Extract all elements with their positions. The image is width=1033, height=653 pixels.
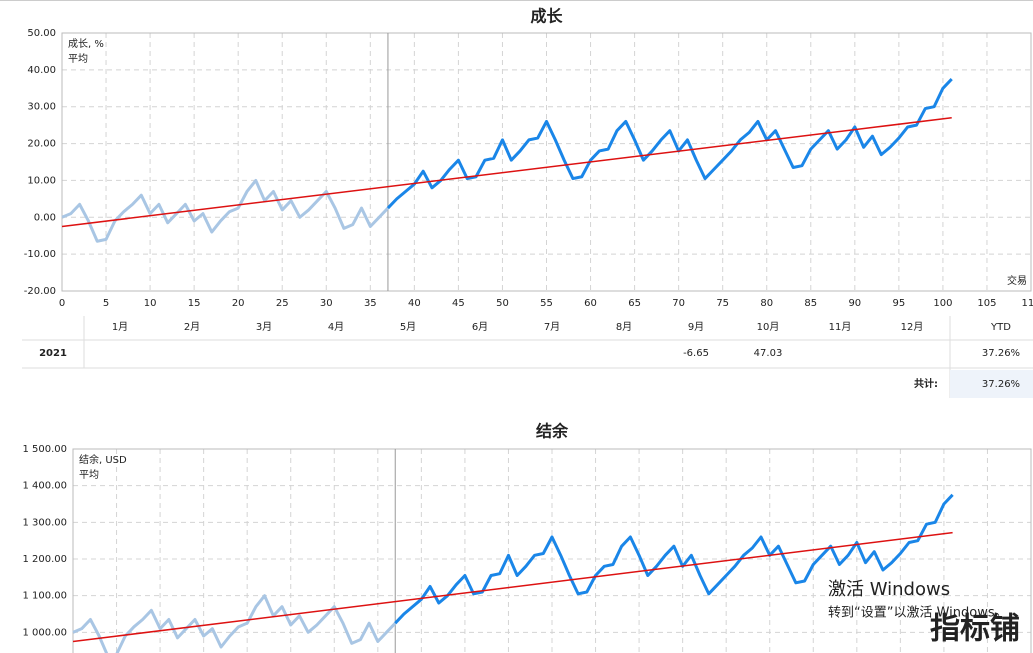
- x-tick-label: 15: [188, 298, 201, 309]
- y-tick-label: 1 500.00: [22, 444, 67, 455]
- x-tick-label: 40: [408, 298, 421, 309]
- y-tick-label: 10.00: [27, 175, 56, 186]
- x-tick-label: 10: [144, 298, 157, 309]
- table-value: 47.03: [754, 348, 783, 359]
- y-tick-label: 40.00: [27, 65, 56, 76]
- logo: 指标铺: [930, 612, 1020, 647]
- x-tick-label: 85: [804, 298, 817, 309]
- legend-entry: 平均: [68, 53, 88, 65]
- total-cell: [950, 370, 1033, 398]
- row-year: 2021: [39, 348, 67, 359]
- table-header: YTD: [990, 322, 1011, 333]
- x-tick-label: 100: [933, 298, 952, 309]
- x-tick-label: 90: [848, 298, 861, 309]
- x-tick-label: 70: [672, 298, 685, 309]
- series-line: [394, 493, 954, 625]
- x-tick-label: 30: [320, 298, 333, 309]
- y-tick-label: 1 000.00: [22, 627, 67, 638]
- table-header: 11月: [829, 321, 852, 333]
- x-tick-label: 25: [276, 298, 289, 309]
- x-tick-label: 50: [496, 298, 509, 309]
- table-value: -6.65: [683, 348, 709, 359]
- plot-frame: [61, 32, 1032, 292]
- series-line: [386, 78, 953, 210]
- watermark-hint: 转到“设置”以激活 Windows。: [828, 606, 1008, 621]
- table-header: 12月: [901, 321, 924, 333]
- y-tick-label: -10.00: [24, 249, 56, 260]
- x-tick-label: 95: [892, 298, 905, 309]
- x-tick-label: 65: [628, 298, 641, 309]
- series-line: [61, 178, 390, 243]
- legend-entry: 平均: [79, 469, 99, 481]
- x-tick-label: 45: [452, 298, 465, 309]
- x-tick-label: 20: [232, 298, 245, 309]
- legend-entry: 结余, USD: [79, 453, 127, 466]
- table-header: 7月: [544, 321, 560, 333]
- x-axis-label: 交易: [1007, 274, 1027, 287]
- table-header: 10月: [757, 321, 780, 333]
- y-tick-label: 30.00: [27, 102, 56, 113]
- series-line: [72, 531, 953, 643]
- ytd-value: 37.26%: [982, 348, 1020, 359]
- table-header: 9月: [688, 321, 704, 333]
- x-tick-label: 0: [59, 298, 65, 309]
- watermark: 激活 Windows: [828, 579, 950, 600]
- table-header: 1月: [112, 321, 128, 333]
- legend-entry: 成长, %: [68, 38, 104, 50]
- y-tick-label: 1 200.00: [22, 554, 67, 565]
- total-value: 37.26%: [982, 379, 1020, 390]
- plot-frame: [72, 448, 1032, 653]
- y-tick-label: 20.00: [27, 139, 56, 150]
- x-tick-label: 35: [364, 298, 377, 309]
- x-tick-label: 75: [716, 298, 729, 309]
- series-line: [61, 117, 952, 228]
- table-header: 6月: [472, 321, 488, 333]
- x-tick-label: 60: [584, 298, 597, 309]
- y-tick-label: 1 300.00: [22, 517, 67, 528]
- chart-title: 成长: [530, 7, 563, 26]
- y-tick-label: 1 400.00: [22, 481, 67, 492]
- table-header: 4月: [328, 321, 344, 333]
- chart-title: 结余: [535, 422, 569, 441]
- y-tick-label: 1 100.00: [22, 591, 67, 602]
- x-tick-label: 80: [760, 298, 773, 309]
- x-tick-label: 5: [103, 298, 109, 309]
- series-line: [72, 594, 397, 653]
- table-header: 2月: [184, 321, 200, 333]
- x-tick-label: 55: [540, 298, 553, 309]
- table-header: 5月: [400, 321, 416, 333]
- y-tick-label: -20.00: [24, 286, 56, 297]
- x-tick-label: 110: [1021, 298, 1033, 309]
- table-header: 3月: [256, 321, 272, 333]
- y-tick-label: 0.00: [34, 212, 56, 223]
- x-tick-label: 105: [977, 298, 996, 309]
- total-label: 共计:: [914, 377, 938, 390]
- table-header: 8月: [616, 321, 632, 333]
- y-tick-label: 50.00: [27, 28, 56, 39]
